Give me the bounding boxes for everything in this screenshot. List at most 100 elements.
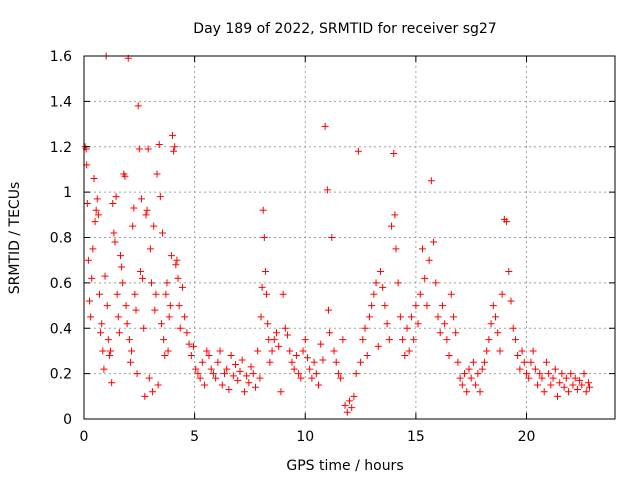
data-point xyxy=(383,320,391,328)
data-point xyxy=(492,313,500,321)
data-point xyxy=(443,336,451,344)
data-point xyxy=(480,358,488,366)
data-point xyxy=(319,356,327,364)
data-point xyxy=(117,252,125,260)
data-point xyxy=(149,388,157,396)
data-point xyxy=(247,363,255,371)
data-points xyxy=(81,52,594,416)
data-point xyxy=(531,365,539,373)
data-point xyxy=(122,302,130,310)
data-point xyxy=(315,381,323,389)
data-point xyxy=(357,358,365,366)
data-point xyxy=(256,374,264,382)
data-point xyxy=(485,336,493,344)
data-point xyxy=(299,347,307,355)
data-point xyxy=(170,147,178,155)
data-point xyxy=(534,381,542,389)
data-point xyxy=(128,347,136,355)
data-point xyxy=(187,351,195,359)
data-point xyxy=(562,374,570,382)
data-point xyxy=(105,351,113,359)
data-point xyxy=(288,358,296,366)
data-point xyxy=(263,290,271,298)
y-tick-label: 1.4 xyxy=(50,94,72,110)
data-point xyxy=(140,324,148,332)
data-point xyxy=(350,392,358,400)
data-point xyxy=(478,365,486,373)
ticks: 0 5 10 15 20 0 0.2 0.4 0.6 0.8 1 1.2 1.4 1.6 xyxy=(50,49,615,445)
data-point xyxy=(505,268,513,276)
data-point xyxy=(229,372,237,380)
data-point xyxy=(183,329,191,337)
data-point xyxy=(192,365,200,373)
data-point xyxy=(88,274,96,282)
data-point xyxy=(323,186,331,194)
data-point xyxy=(540,388,548,396)
data-point xyxy=(551,365,559,373)
data-point xyxy=(359,336,367,344)
data-point xyxy=(527,358,535,366)
data-point xyxy=(394,279,402,287)
data-point xyxy=(487,320,495,328)
data-point xyxy=(172,261,180,269)
data-point xyxy=(143,206,151,214)
data-point xyxy=(112,193,120,201)
data-point xyxy=(87,313,95,321)
data-point xyxy=(83,199,91,207)
data-point xyxy=(203,347,211,355)
data-point xyxy=(348,404,356,412)
data-point xyxy=(212,374,220,382)
data-point xyxy=(144,145,152,153)
data-point xyxy=(164,347,172,355)
data-point xyxy=(214,358,222,366)
data-point xyxy=(545,370,553,378)
data-point xyxy=(549,374,557,382)
data-point xyxy=(227,351,235,359)
data-point xyxy=(576,376,584,384)
x-tick-label: 20 xyxy=(518,429,536,445)
data-point xyxy=(196,374,204,382)
grid xyxy=(83,55,615,420)
data-point xyxy=(447,290,455,298)
data-point xyxy=(113,290,121,298)
data-point xyxy=(109,199,117,207)
data-point xyxy=(414,320,422,328)
data-point xyxy=(209,370,217,378)
data-point xyxy=(114,313,122,321)
data-point xyxy=(421,274,429,282)
data-point xyxy=(194,370,202,378)
y-tick-label: 0 xyxy=(63,412,72,428)
data-point xyxy=(401,351,409,359)
data-point xyxy=(469,358,477,366)
data-point xyxy=(321,122,329,130)
data-point xyxy=(147,279,155,287)
data-point xyxy=(365,313,373,321)
data-point xyxy=(175,302,183,310)
data-point xyxy=(154,381,162,389)
data-point xyxy=(205,351,213,359)
data-point xyxy=(452,329,460,337)
data-point xyxy=(243,372,251,380)
data-point xyxy=(310,358,318,366)
data-point xyxy=(94,211,102,219)
data-point xyxy=(425,256,433,264)
data-point xyxy=(167,252,175,260)
data-point xyxy=(123,320,131,328)
data-point xyxy=(126,358,134,366)
data-point xyxy=(463,388,471,396)
data-point xyxy=(119,279,127,287)
data-point xyxy=(454,358,462,366)
data-point xyxy=(86,297,94,305)
data-point xyxy=(118,263,126,271)
data-point xyxy=(104,336,112,344)
data-point xyxy=(494,329,502,337)
data-point xyxy=(171,143,179,151)
data-point xyxy=(136,268,144,276)
data-point xyxy=(218,381,226,389)
data-point xyxy=(363,351,371,359)
data-point xyxy=(240,388,248,396)
data-point xyxy=(518,347,526,355)
data-point xyxy=(101,272,109,280)
data-point xyxy=(277,388,285,396)
data-point xyxy=(472,381,480,389)
